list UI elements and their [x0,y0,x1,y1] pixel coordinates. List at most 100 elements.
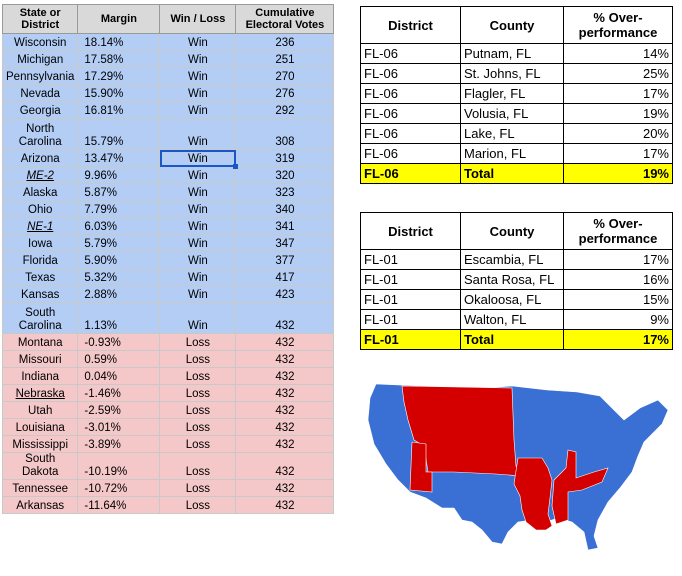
total-pct-cell[interactable]: 17% [563,329,673,350]
result-cell[interactable]: Win [159,285,237,303]
state-cell[interactable]: Arizona [1,149,79,167]
margin-cell[interactable]: -2.59% [77,401,161,419]
result-cell[interactable]: Win [159,84,237,102]
cumulative-cell[interactable]: 432 [235,496,335,514]
total-label-cell[interactable]: Total [460,329,564,350]
margin-cell[interactable]: -1.46% [77,384,161,402]
state-cell[interactable]: Missouri [1,350,79,368]
cumulative-cell[interactable]: 432 [235,302,335,334]
result-cell[interactable]: Loss [159,496,237,514]
result-cell[interactable]: Win [159,33,237,51]
result-cell[interactable]: Loss [159,350,237,368]
result-cell[interactable]: Win [159,149,239,170]
cumulative-cell[interactable]: 432 [235,418,335,436]
margin-cell[interactable]: 5.32% [77,268,161,286]
result-cell[interactable]: Win [159,234,237,252]
county-cell[interactable]: Lake, FL [460,123,564,144]
district-cell[interactable]: FL-06 [360,83,461,104]
state-cell[interactable]: Indiana [1,367,79,385]
county-cell[interactable]: Escambia, FL [460,249,564,270]
cumulative-cell[interactable]: 236 [235,33,335,51]
result-cell[interactable]: Loss [159,479,237,497]
state-cell[interactable]: Nevada [1,84,79,102]
margin-cell[interactable]: 0.59% [77,350,161,368]
header-win-loss[interactable]: Win / Loss [159,4,237,34]
result-cell[interactable]: Win [159,118,237,150]
result-cell[interactable]: Loss [159,418,237,436]
cumulative-cell[interactable]: 432 [235,333,335,351]
fl01-header-district[interactable]: District [360,212,461,250]
district-cell[interactable]: FL-06 [360,143,461,164]
state-cell[interactable]: Wisconsin [1,33,79,51]
result-cell[interactable]: Loss [159,435,237,453]
result-cell[interactable]: Loss [159,401,237,419]
cumulative-cell[interactable]: 432 [235,479,335,497]
state-cell[interactable]: Michigan [1,50,79,68]
cumulative-cell[interactable]: 341 [235,217,335,235]
margin-cell[interactable]: 13.47% [77,149,161,167]
district-cell[interactable]: FL-01 [360,309,461,330]
margin-cell[interactable]: 5.87% [77,183,161,201]
margin-cell[interactable]: 0.04% [77,367,161,385]
county-cell[interactable]: Flagler, FL [460,83,564,104]
county-cell[interactable]: St. Johns, FL [460,63,564,84]
cumulative-cell[interactable]: 432 [235,401,335,419]
result-cell[interactable]: Win [159,302,237,334]
result-cell[interactable]: Win [159,200,237,218]
district-cell[interactable]: FL-06 [360,43,461,64]
margin-cell[interactable]: -10.72% [77,479,161,497]
cumulative-cell[interactable]: 308 [235,118,335,150]
state-cell[interactable]: Kansas [1,285,79,303]
district-cell[interactable]: FL-01 [360,249,461,270]
pct-cell[interactable]: 17% [563,83,673,104]
county-cell[interactable]: Santa Rosa, FL [460,269,564,290]
county-cell[interactable]: Marion, FL [460,143,564,164]
cumulative-cell[interactable]: 270 [235,67,335,85]
cumulative-cell[interactable]: 320 [235,166,335,184]
margin-cell[interactable]: -11.64% [77,496,161,514]
county-cell[interactable]: Volusia, FL [460,103,564,124]
cumulative-cell[interactable]: 377 [235,251,335,269]
state-cell[interactable]: Utah [1,401,79,419]
pct-cell[interactable]: 9% [563,309,673,330]
state-cell[interactable]: Mississippi [1,435,79,453]
cumulative-cell[interactable]: 323 [235,183,335,201]
fl06-header-pct[interactable]: % Over-performance [563,6,673,44]
result-cell[interactable]: Win [159,67,237,85]
state-cell[interactable]: Nebraska [1,384,79,402]
pct-cell[interactable]: 15% [563,289,673,310]
result-cell[interactable]: Win [159,217,237,235]
cumulative-cell[interactable]: 276 [235,84,335,102]
state-cell[interactable]: North Carolina [1,118,79,150]
state-cell[interactable]: ME-2 [1,166,79,184]
state-cell[interactable]: Pennsylvania [1,67,79,85]
county-cell[interactable]: Putnam, FL [460,43,564,64]
margin-cell[interactable]: 15.79% [77,118,161,150]
result-cell[interactable]: Loss [159,452,237,480]
total-label-cell[interactable]: Total [460,163,564,184]
state-cell[interactable]: NE-1 [1,217,79,235]
state-cell[interactable]: Iowa [1,234,79,252]
result-cell[interactable]: Win [159,50,237,68]
margin-cell[interactable]: -3.89% [77,435,161,453]
county-cell[interactable]: Walton, FL [460,309,564,330]
state-cell[interactable]: Texas [1,268,79,286]
district-cell[interactable]: FL-06 [360,103,461,124]
district-cell[interactable]: FL-01 [360,269,461,290]
margin-cell[interactable]: -0.93% [77,333,161,351]
result-cell[interactable]: Win [159,101,237,119]
cumulative-cell[interactable]: 432 [235,384,335,402]
cumulative-cell[interactable]: 251 [235,50,335,68]
margin-cell[interactable]: 15.90% [77,84,161,102]
margin-cell[interactable]: 16.81% [77,101,161,119]
state-cell[interactable]: South Dakota [1,452,79,480]
margin-cell[interactable]: 7.79% [77,200,161,218]
cumulative-cell[interactable]: 347 [235,234,335,252]
pct-cell[interactable]: 25% [563,63,673,84]
pct-cell[interactable]: 20% [563,123,673,144]
district-cell[interactable]: FL-06 [360,123,461,144]
state-cell[interactable]: Ohio [1,200,79,218]
cumulative-cell[interactable]: 432 [235,435,335,453]
header-state[interactable]: State or District [1,4,79,34]
total-pct-cell[interactable]: 19% [563,163,673,184]
